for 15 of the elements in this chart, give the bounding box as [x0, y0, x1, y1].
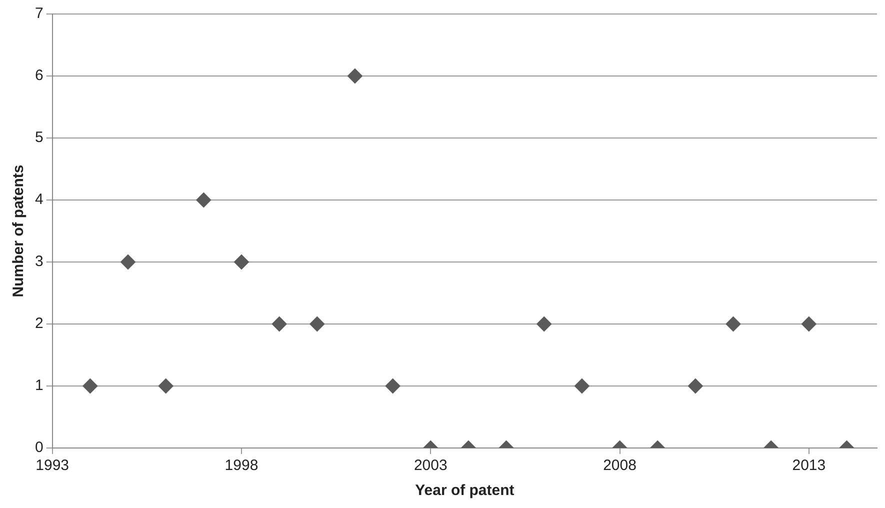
y-tick-label: 3 — [35, 253, 44, 270]
y-tick-label: 5 — [35, 129, 44, 146]
x-tick-label: 1993 — [36, 457, 70, 474]
x-tick-label: 1998 — [224, 457, 258, 474]
y-tick-label: 6 — [35, 67, 44, 84]
y-axis-title: Number of patents — [10, 164, 28, 298]
y-tick-label: 1 — [35, 377, 44, 394]
y-tick-label: 0 — [35, 439, 44, 456]
y-tick-label: 4 — [35, 191, 44, 208]
x-tick-label: 2003 — [414, 457, 448, 474]
x-tick-label: 2013 — [792, 457, 826, 474]
x-axis-title: Year of patent — [415, 482, 514, 500]
x-tick-label: 2008 — [603, 457, 636, 474]
y-tick-label: 2 — [35, 315, 44, 332]
y-tick-label: 7 — [35, 5, 44, 22]
